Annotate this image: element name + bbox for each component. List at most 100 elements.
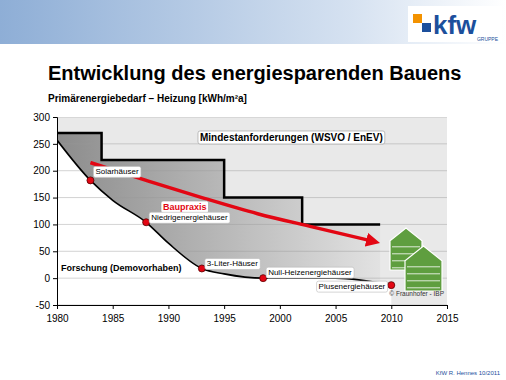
y-tick-label: 200: [33, 165, 50, 176]
series-label: Mindestanforderungen (WSVO / EnEV): [200, 132, 383, 143]
logo-square: [413, 14, 422, 23]
y-tick-label: 0: [44, 273, 50, 284]
label-box: [205, 258, 260, 269]
y-tick: 0: [44, 273, 57, 284]
plot-data: [57, 117, 447, 305]
footer: KfW R. Hennes 10/2011: [436, 370, 501, 376]
x-tick: 1990: [158, 305, 181, 324]
label-group: 3-Liter-Häuser: [205, 258, 260, 269]
y-tick-mark: [53, 144, 57, 145]
labels: Mindestanforderungen (WSVO / EnEV) Forsch…: [61, 131, 444, 297]
x-tick-mark: [113, 305, 114, 309]
y-tick: 250: [33, 139, 57, 150]
x-tick-mark: [224, 305, 225, 309]
y-tick-mark: [53, 305, 57, 306]
house-shape: [405, 246, 442, 291]
y-tick-mark: [53, 251, 57, 252]
grid-line: [57, 224, 447, 225]
label-box: [198, 131, 385, 144]
grid-line: [57, 305, 447, 306]
label-group: Forschung (Demovorhaben): [61, 263, 182, 273]
label-box: [93, 166, 140, 177]
label-box: [266, 267, 354, 278]
annotation-label: Plusenergiehäuser: [319, 282, 386, 291]
label-group: Niedrigenergiehäuser: [149, 212, 230, 223]
annotation-label: Niedrigenergiehäuser: [151, 213, 228, 222]
label-box: [317, 281, 388, 292]
label-group: Mindestanforderungen (WSVO / EnEV): [198, 131, 385, 144]
plot-background: [57, 117, 447, 305]
house-stripe: [407, 287, 440, 288]
y-tick-mark: [53, 278, 57, 279]
logo-square: [422, 23, 431, 32]
x-tick-mark: [391, 305, 392, 309]
milestone-dot: [388, 282, 395, 289]
label-group: © Fraunhofer - IBP: [389, 290, 444, 297]
house-stripe: [392, 246, 420, 247]
y-axis: -50 0 50 100 150 200 250 300: [33, 112, 57, 311]
label-box: [149, 212, 230, 223]
milestone-dot: [87, 177, 94, 184]
chart-svg: kfwGRUPPE Entwicklung des energiesparende…: [0, 0, 506, 380]
y-tick: 150: [33, 192, 57, 203]
y-tick: 50: [39, 246, 57, 257]
y-tick-mark: [53, 117, 57, 118]
logo-text: kfw: [433, 10, 477, 40]
label-group: Baupraxis: [161, 201, 209, 213]
label-group: Plusenergiehäuser: [317, 281, 388, 292]
grid-line: [57, 251, 447, 252]
grid-line: [57, 117, 447, 118]
x-axis-line: [58, 306, 448, 310]
y-tick-label: 100: [33, 219, 50, 230]
house-stripe: [407, 266, 440, 267]
y-tick-mark: [53, 198, 57, 199]
annotation-label: 3-Liter-Häuser: [207, 259, 258, 268]
x-tick-label: 1995: [214, 313, 237, 324]
x-tick-label: 2010: [381, 313, 404, 324]
y-tick-label: 300: [33, 112, 50, 123]
y-tick: 200: [33, 165, 57, 176]
y-axis-line: [53, 118, 58, 306]
y-tick: -50: [36, 300, 57, 311]
annotation-label: Solarhäuser: [95, 167, 138, 176]
x-tick-label: 2000: [269, 313, 292, 324]
x-axis: 1980 1985 1990 1995 2000 2005 2010 2015: [46, 305, 459, 324]
x-tick-mark: [280, 305, 281, 309]
series-line: [57, 140, 391, 285]
x-tick-label: 2015: [436, 313, 459, 324]
y-tick-mark: [53, 224, 57, 225]
x-tick-mark: [336, 305, 337, 309]
label-group: Solarhäuser: [93, 166, 140, 177]
y-tick-label: 250: [33, 139, 50, 150]
x-tick: 1985: [102, 305, 125, 324]
x-tick-label: 2005: [325, 313, 348, 324]
milestone-dot: [198, 265, 205, 272]
logo-bg: [408, 6, 502, 42]
house-icon: [405, 246, 442, 291]
house-stripe: [407, 273, 440, 274]
x-tick: 2015: [436, 305, 459, 324]
x-tick-label: 1990: [158, 313, 181, 324]
series-line: [57, 133, 380, 224]
chart-root: kfwGRUPPE Entwicklung des energiesparende…: [0, 0, 506, 380]
house-stripe: [407, 280, 440, 281]
subtitle: Primärenergiebedarf – Heizung [kWh/m²a]: [48, 93, 247, 104]
y-tick-label: 50: [39, 246, 51, 257]
x-tick: 1995: [214, 305, 237, 324]
x-tick-label: 1985: [102, 313, 125, 324]
annotation-label: Null-Heizenergiehäuser: [268, 268, 352, 277]
title: Entwicklung des energiesparenden Bauens: [48, 62, 461, 84]
series-label: Baupraxis: [163, 202, 207, 212]
x-tick: 2000: [269, 305, 292, 324]
y-tick-label: -50: [36, 300, 51, 311]
series-line: [90, 163, 374, 242]
logo-subtext: GRUPPE: [477, 36, 499, 42]
x-tick: 2010: [381, 305, 404, 324]
x-tick-label: 1980: [46, 313, 69, 324]
label-group: Null-Heizenergiehäuser: [266, 267, 354, 278]
series-label: Forschung (Demovorhaben): [61, 263, 182, 273]
header-band: [0, 0, 506, 44]
x-tick-mark: [447, 305, 448, 309]
y-tick: 300: [33, 112, 57, 123]
x-tick-mark: [168, 305, 169, 309]
